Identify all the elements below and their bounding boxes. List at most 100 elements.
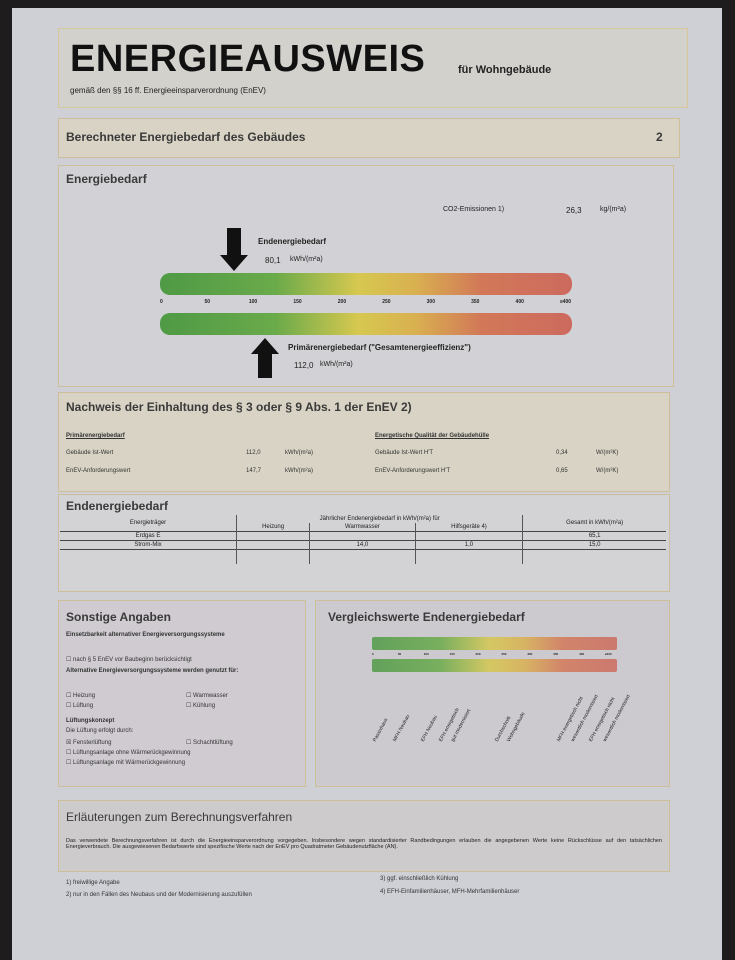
endenergie-table: Energieträger Jährlicher Endenergiebedarf…: [60, 515, 666, 564]
scale-tick: 0: [160, 299, 163, 305]
row-value: 147,7: [246, 468, 262, 474]
vent-heading: Lüftungskonzept: [66, 718, 115, 724]
checkbox-window[interactable]: ☒ Fensterlüftung: [66, 740, 112, 746]
scale-tick: 50: [204, 299, 210, 305]
col-header: Jährlicher Endenergiebedarf in kWh/(m²a)…: [236, 515, 524, 523]
cell: 65,1: [588, 533, 601, 539]
primaerenergie-heading: Primärenergiebedarf: [66, 433, 125, 439]
col-header: Warmwasser: [309, 523, 416, 532]
scale-tick: 0: [372, 652, 374, 656]
energiebedarf-title: Energiebedarf: [66, 172, 147, 186]
endenergie-unit: kWh/(m²a): [290, 256, 323, 263]
row-unit: kWh/(m²a): [285, 450, 313, 456]
row-label: EnEV-Anforderungswert: [66, 468, 131, 474]
vent-sub: Die Lüftung erfolgt durch:: [66, 728, 134, 734]
co2-unit: kg/(m²a): [600, 206, 627, 213]
row-value: 0,65: [556, 468, 568, 474]
primaerenergie-label: Primärenergiebedarf ("Gesamtenergieeffiz…: [288, 343, 471, 352]
scale-tick: 100: [423, 652, 429, 656]
row-unit: W/(m²K): [596, 450, 619, 456]
huelle-heading: Energetische Qualität der Gebäudehülle: [375, 433, 490, 439]
vergleich-scale-ticks: 0 50 100 150 200 250 300 350 400 ≥400: [372, 652, 617, 658]
col-header: Heizung: [236, 523, 311, 532]
vergleich-section: [315, 600, 670, 787]
checkbox-water[interactable]: ☐ Warmwasser: [186, 693, 228, 699]
row-label: Gebäude Ist-Wert H'T: [375, 450, 434, 456]
co2-value: 26,3: [566, 206, 582, 215]
scale-tick: 300: [527, 652, 533, 656]
cell: Erdgas E: [60, 531, 237, 541]
row-unit: W/(m²K): [596, 468, 619, 474]
scale-tick: 300: [426, 299, 435, 305]
document-subtitle: für Wohngebäude: [458, 64, 552, 76]
checkbox-shaft[interactable]: ☐ Schachtlüftung: [186, 740, 233, 746]
page-number: 2: [656, 130, 663, 144]
checkbox-hr[interactable]: ☐ Lüftungsanlage mit Wärmerückgewinnung: [66, 760, 186, 766]
sonstige-section: [58, 600, 306, 787]
row-label: EnEV-Anforderungswert H'T: [375, 468, 451, 474]
primaerenergie-unit: kWh/(m²a): [320, 361, 353, 368]
footnote: 3) ggf. einschließlich Kühlung: [380, 876, 459, 882]
cell: [236, 531, 311, 541]
scale-tick: 250: [501, 652, 507, 656]
erlaeuterungen-text: Das verwendete Berechnungsverfahren ist …: [66, 838, 662, 850]
primaerenergie-value: 112,0: [294, 361, 314, 370]
regulation-text: gemäß den §§ 16 ff. Energieeinsparverord…: [70, 86, 266, 95]
scale-tick: 50: [397, 652, 402, 656]
footnote: 1) freiwillige Angabe: [66, 880, 120, 886]
row-unit: kWh/(m²a): [285, 468, 313, 474]
footnote: 2) nur in den Fällen des Neubaus und der…: [66, 892, 252, 898]
nachweis-section: [58, 392, 670, 492]
col-header: Gesamt in kWh/(m²a): [566, 520, 624, 526]
table-row: Erdgas E 65,1: [60, 531, 666, 541]
row-value: 0,34: [556, 450, 568, 456]
col-header: Hilfsgeräte 4): [415, 523, 524, 532]
energy-scale-top-bar: [160, 273, 572, 295]
row-label: Gebäude Ist-Wert: [66, 450, 114, 456]
erlaeuterungen-title: Erläuterungen zum Berechnungsverfahren: [66, 810, 293, 824]
document-title: ENERGIEAUSWEIS: [70, 38, 426, 80]
section-bar: [58, 118, 680, 158]
scale-tick: 200: [475, 652, 481, 656]
endenergie-arrow-icon: [227, 228, 241, 256]
vergleich-bottom-bar: [372, 659, 617, 672]
scale-tick: 350: [553, 652, 559, 656]
section-title: Berechneter Energiebedarf des Gebäudes: [66, 130, 306, 144]
col-header: Energieträger: [60, 515, 237, 532]
checkbox-cooling[interactable]: ☐ Kühlung: [186, 703, 216, 709]
cell: 14,0: [309, 540, 416, 550]
table-row: Strom-Mix 14,0 1,0 15,0: [60, 540, 666, 550]
row-value: 112,0: [246, 450, 261, 456]
energy-scale-ticks: 0 50 100 150 200 250 300 350 400 ≥400: [160, 299, 572, 307]
checkbox-heating[interactable]: ☐ Heizung: [66, 693, 96, 699]
co2-label: CO2-Emissionen 1): [443, 206, 505, 213]
checkbox-no-hr[interactable]: ☐ Lüftungsanlage ohne Wärmerückgewinnung: [66, 750, 191, 756]
checkbox-alt[interactable]: ☐ nach § 5 EnEV vor Baubeginn berücksich…: [66, 657, 192, 663]
scale-tick: ≥400: [560, 299, 572, 305]
header-box: [58, 28, 688, 108]
nachweis-title: Nachweis der Einhaltung des § 3 oder § 9…: [66, 400, 412, 414]
checkbox-ventilation[interactable]: ☐ Lüftung: [66, 703, 94, 709]
scale-tick: ≥400: [605, 652, 612, 656]
scale-tick: 200: [337, 299, 347, 305]
energy-scale-bottom-bar: [160, 313, 572, 335]
scale-tick: 150: [449, 652, 455, 656]
alt-heading: Einsetzbarkeit alternativer Energieverso…: [66, 632, 225, 638]
cell: 1,0: [415, 540, 524, 550]
endenergie-label: Endenergiebedarf: [258, 237, 327, 246]
cell: Strom-Mix: [60, 540, 237, 550]
scale-tick: 400: [515, 299, 524, 305]
vergleich-top-bar: [372, 637, 617, 650]
scale-tick: 100: [248, 299, 258, 305]
vergleich-title: Vergleichswerte Endenergiebedarf: [328, 610, 525, 624]
primaerenergie-arrow-icon: [251, 338, 279, 354]
cell: 15,0: [588, 542, 601, 548]
scale-tick: 350: [471, 299, 480, 305]
erlaeuterungen-section: [58, 800, 670, 872]
scale-tick: 250: [382, 299, 391, 305]
scale-tick: 400: [579, 652, 585, 656]
sonstige-title: Sonstige Angaben: [66, 610, 171, 624]
endenergie-table-title: Endenergiebedarf: [66, 499, 169, 513]
endenergie-value: 80,1: [265, 256, 281, 265]
scale-tick: 150: [293, 299, 302, 305]
